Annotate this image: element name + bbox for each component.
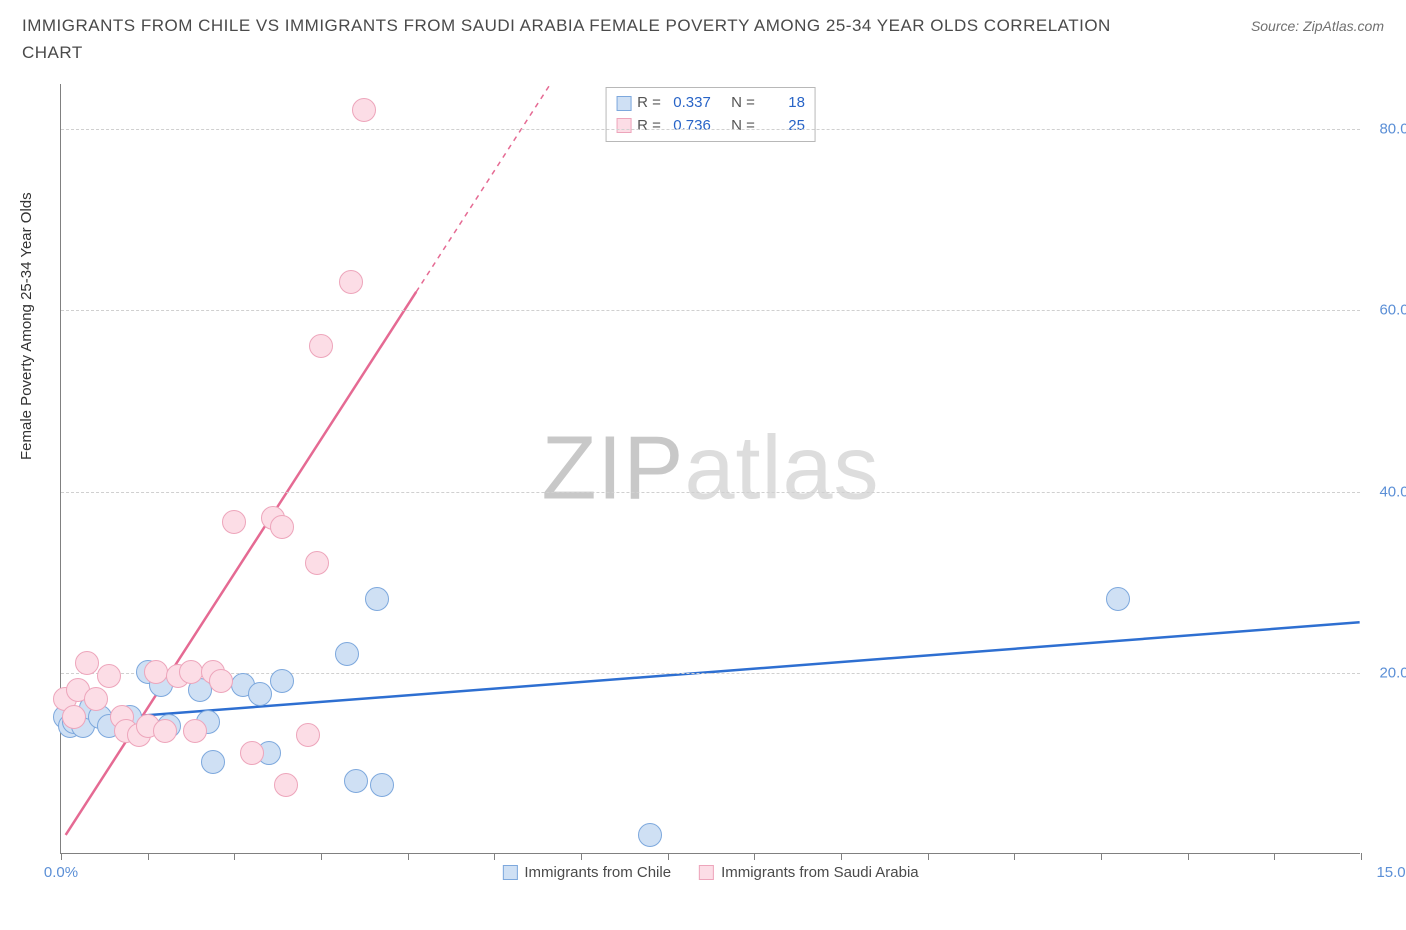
grid-line bbox=[61, 129, 1360, 130]
trend-lines-layer bbox=[61, 84, 1360, 853]
x-tick bbox=[581, 853, 582, 860]
data-point-saudi bbox=[75, 651, 99, 675]
data-point-saudi bbox=[62, 705, 86, 729]
data-point-saudi bbox=[296, 723, 320, 747]
data-point-saudi bbox=[179, 660, 203, 684]
x-tick bbox=[1361, 853, 1362, 860]
data-point-saudi bbox=[222, 510, 246, 534]
y-tick-label: 60.0% bbox=[1379, 302, 1406, 319]
data-point-chile bbox=[248, 682, 272, 706]
data-point-chile bbox=[201, 750, 225, 774]
y-axis-label: Female Poverty Among 25-34 Year Olds bbox=[18, 192, 35, 460]
legend-label: Immigrants from Saudi Arabia bbox=[721, 864, 919, 881]
x-tick bbox=[408, 853, 409, 860]
x-tick bbox=[1101, 853, 1102, 860]
y-tick-label: 40.0% bbox=[1379, 483, 1406, 500]
grid-line bbox=[61, 310, 1360, 311]
grid-line bbox=[61, 673, 1360, 674]
data-point-saudi bbox=[240, 741, 264, 765]
data-point-saudi bbox=[305, 551, 329, 575]
series-legend: Immigrants from Chile Immigrants from Sau… bbox=[502, 864, 918, 881]
swatch-icon bbox=[699, 865, 714, 880]
data-point-chile bbox=[638, 823, 662, 847]
x-tick bbox=[754, 853, 755, 860]
data-point-saudi bbox=[339, 270, 363, 294]
stats-legend: R =0.337 N =18R =0.736 N =25 bbox=[605, 87, 816, 142]
x-tick bbox=[1014, 853, 1015, 860]
legend-item-saudi: Immigrants from Saudi Arabia bbox=[699, 864, 919, 881]
grid-line bbox=[61, 492, 1360, 493]
swatch-icon bbox=[616, 118, 631, 133]
data-point-saudi bbox=[309, 334, 333, 358]
swatch-icon bbox=[502, 865, 517, 880]
x-tick-label: 15.0% bbox=[1376, 864, 1406, 881]
data-point-saudi bbox=[270, 515, 294, 539]
data-point-saudi bbox=[153, 719, 177, 743]
x-tick bbox=[148, 853, 149, 860]
scatter-plot: ZIPatlas R =0.337 N =18R =0.736 N =25 Im… bbox=[60, 84, 1360, 854]
data-point-chile bbox=[344, 769, 368, 793]
chart-title: IMMIGRANTS FROM CHILE VS IMMIGRANTS FROM… bbox=[22, 12, 1122, 66]
x-tick bbox=[321, 853, 322, 860]
x-tick-label: 0.0% bbox=[44, 864, 78, 881]
x-tick bbox=[841, 853, 842, 860]
x-tick bbox=[1274, 853, 1275, 860]
swatch-icon bbox=[616, 96, 631, 111]
stats-row-chile: R =0.337 N =18 bbox=[616, 92, 805, 115]
x-tick bbox=[494, 853, 495, 860]
legend-item-chile: Immigrants from Chile bbox=[502, 864, 671, 881]
data-point-saudi bbox=[209, 669, 233, 693]
x-tick bbox=[668, 853, 669, 860]
y-tick-label: 20.0% bbox=[1379, 664, 1406, 681]
x-tick bbox=[61, 853, 62, 860]
source-attribution: Source: ZipAtlas.com bbox=[1251, 18, 1384, 34]
data-point-saudi bbox=[352, 98, 376, 122]
data-point-chile bbox=[365, 587, 389, 611]
legend-label: Immigrants from Chile bbox=[524, 864, 671, 881]
x-tick bbox=[234, 853, 235, 860]
data-point-saudi bbox=[183, 719, 207, 743]
data-point-saudi bbox=[84, 687, 108, 711]
stats-row-saudi: R =0.736 N =25 bbox=[616, 115, 805, 138]
data-point-saudi bbox=[274, 773, 298, 797]
watermark: ZIPatlas bbox=[541, 417, 879, 520]
x-tick bbox=[1188, 853, 1189, 860]
data-point-chile bbox=[270, 669, 294, 693]
data-point-saudi bbox=[144, 660, 168, 684]
data-point-saudi bbox=[97, 664, 121, 688]
x-tick bbox=[928, 853, 929, 860]
y-tick-label: 80.0% bbox=[1379, 121, 1406, 138]
data-point-chile bbox=[370, 773, 394, 797]
data-point-chile bbox=[1106, 587, 1130, 611]
data-point-chile bbox=[335, 642, 359, 666]
